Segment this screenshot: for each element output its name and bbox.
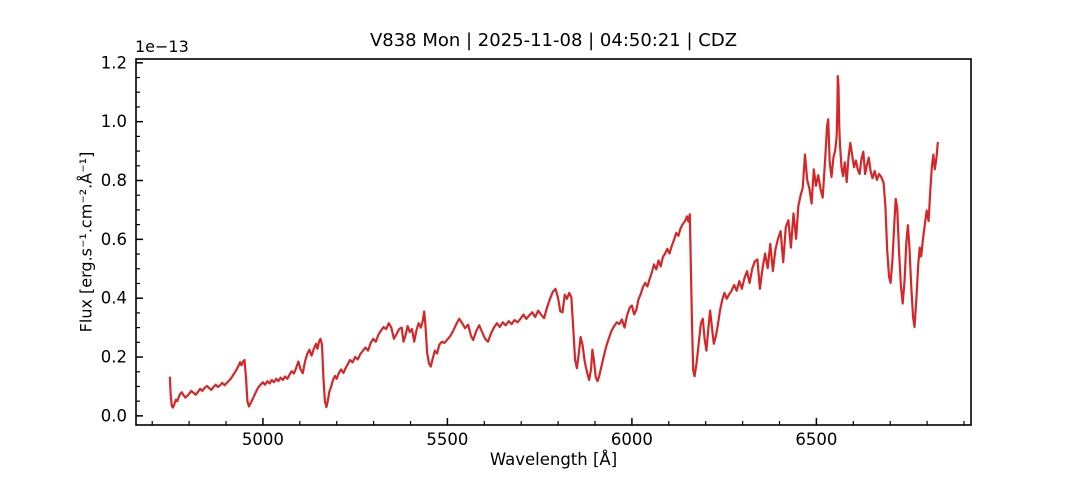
y-axis-label: Flux [erg.s⁻¹.cm⁻².Å⁻¹] [76, 151, 96, 333]
y-tick-label: 0.0 [101, 406, 127, 425]
y-axis-offset-label: 1e−13 [135, 37, 189, 56]
y-tick-label: 0.8 [101, 171, 127, 190]
x-axis-label: Wavelength [Å] [489, 450, 618, 469]
y-tick-label: 1.2 [101, 53, 127, 72]
y-tick-label: 0.4 [101, 289, 127, 308]
y-tick-label: 0.2 [101, 348, 127, 367]
chart-title: V838 Mon | 2025-11-08 | 04:50:21 | CDZ [369, 30, 738, 51]
y-tick-label: 1.0 [101, 112, 127, 131]
x-tick-label: 6000 [611, 430, 653, 449]
y-tick-label: 0.6 [101, 230, 127, 249]
axes-spines [135, 58, 972, 426]
x-tick-label: 5000 [242, 430, 284, 449]
x-tick-label: 5500 [426, 430, 468, 449]
x-tick-label: 6500 [795, 430, 837, 449]
spectrum-line [168, 75, 939, 409]
